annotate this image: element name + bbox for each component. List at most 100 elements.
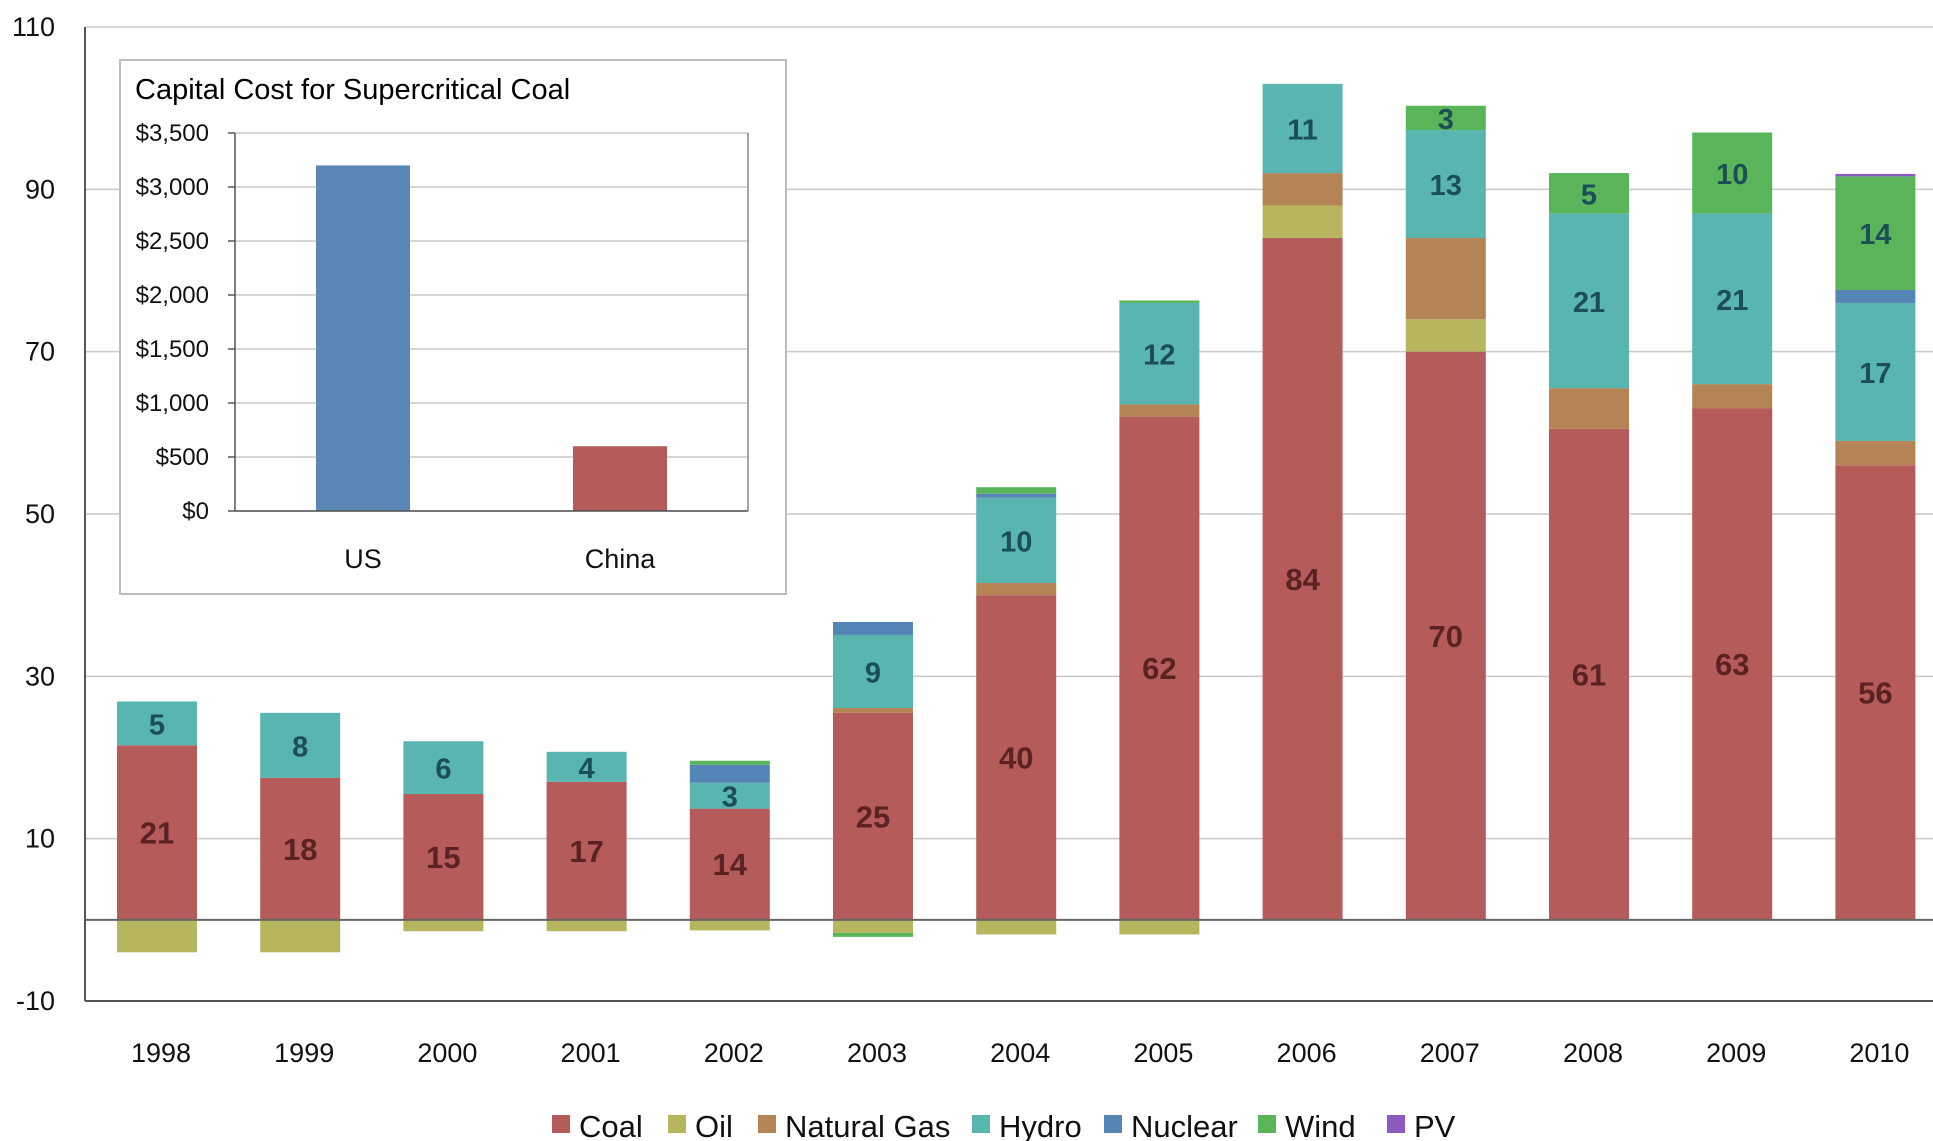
data-label: 3 (722, 782, 738, 814)
bar-oil-2001 (546, 919, 627, 932)
bar-wind-2005 (1119, 300, 1200, 303)
x-tick-label: 2000 (417, 1038, 477, 1068)
legend-swatch-wind (1258, 1115, 1276, 1133)
bar-coal-2009 (1692, 408, 1773, 920)
bar-coal-2008 (1549, 428, 1629, 920)
data-label: 5 (1581, 179, 1597, 211)
legend-swatch-hydro (972, 1115, 990, 1133)
x-tick-label: 2007 (1420, 1038, 1480, 1068)
legend-label-nuclear: Nuclear (1131, 1109, 1238, 1141)
main-data-labels: 21 5 18 8 15 6 17 4 14 3 25 9 40 10 62 12 84 11 70 13 3 61 21 5… (140, 104, 1893, 882)
y-tick-label: 110 (12, 12, 55, 42)
legend-label-wind: Wind (1285, 1109, 1356, 1141)
inset-title: Capital Cost for Supercritical Coal (135, 74, 570, 106)
bar-nuclear-2003 (833, 621, 913, 635)
bar-wind-2008 (1549, 173, 1629, 214)
bar-oil-1999 (260, 919, 341, 953)
y-tick-label: -10 (16, 986, 55, 1016)
bar-oil-1998 (117, 919, 197, 953)
bar-coal-1998 (117, 745, 197, 920)
legend-swatch-nuclear (1104, 1115, 1122, 1133)
legend-swatch-coal (552, 1115, 570, 1133)
bar-natural-gas-2009 (1692, 384, 1773, 409)
bar-pv-2010 (1835, 173, 1916, 177)
data-label: 18 (283, 832, 317, 867)
bar-natural-gas-2004 (976, 582, 1057, 596)
bar-nuclear-2002 (689, 764, 770, 783)
bar-natural-gas-2010 (1835, 440, 1916, 466)
y-tick-label: 50 (25, 499, 55, 529)
bar-hydro-1999 (260, 712, 341, 778)
bar-coal-2004 (976, 595, 1057, 920)
data-label: 21 (140, 816, 174, 851)
bar-hydro-2006 (1262, 83, 1343, 174)
main-axes: 110 90 70 50 30 10 -10 1998 1999 2000 2001 2002 2003… (12, 12, 1933, 1068)
data-label: 61 (1572, 657, 1606, 692)
bar-natural-gas-2006 (1262, 173, 1343, 206)
bar-nuclear-2004 (976, 493, 1057, 498)
bar-natural-gas-2007 (1405, 238, 1486, 320)
bar-hydro-2001 (546, 751, 627, 782)
inset-x-tick-label: China (585, 544, 657, 574)
bar-wind-2002 (689, 760, 770, 765)
data-label: 17 (1859, 358, 1891, 390)
data-label: 56 (1858, 676, 1892, 711)
data-label: 3 (1438, 104, 1454, 136)
inset-y-tick-label: $500 (156, 444, 209, 471)
data-label: 62 (1142, 651, 1176, 686)
bar-wind-2003 (833, 932, 913, 937)
data-label: 14 (1859, 219, 1891, 251)
bar-wind-2010 (1835, 176, 1916, 290)
bar-oil-2006 (1262, 205, 1343, 239)
inset-chart: Capital Cost for Supercritical Coal $3,50… (119, 59, 787, 595)
data-label: 70 (1429, 619, 1463, 654)
bar-oil-2004 (976, 919, 1057, 935)
legend-swatch-pv (1387, 1115, 1405, 1133)
data-label: 12 (1143, 340, 1175, 372)
y-tick-label: 70 (25, 337, 55, 367)
bar-wind-2009 (1692, 132, 1773, 214)
legend-label-coal: Coal (579, 1109, 643, 1141)
y-tick-label: 90 (25, 174, 55, 204)
bar-oil-2005 (1119, 919, 1200, 935)
data-label: 21 (1716, 285, 1748, 317)
data-label: 8 (292, 731, 308, 763)
bar-coal-2005 (1119, 416, 1200, 920)
bar-wind-2004 (976, 487, 1057, 494)
data-label: 13 (1430, 170, 1462, 202)
legend: Coal Oil Natural Gas Hydro Nuclear Wind PV (552, 1109, 1456, 1141)
x-tick-label: 2010 (1849, 1038, 1909, 1068)
bar-coal-2001 (546, 781, 627, 920)
bar-coal-2006 (1262, 238, 1343, 920)
data-label: 25 (856, 799, 890, 834)
legend-swatch-natural-gas (758, 1115, 776, 1133)
bar-hydro-2008 (1549, 213, 1629, 389)
legend-swatch-oil (668, 1115, 686, 1133)
bar-hydro-2003 (833, 634, 913, 708)
bar-oil-2002 (689, 919, 770, 931)
y-tick-label: 10 (25, 824, 55, 854)
data-label: 6 (435, 754, 451, 786)
bar-hydro-2009 (1692, 213, 1773, 385)
data-label: 5 (149, 709, 165, 741)
data-label: 11 (1287, 114, 1318, 146)
x-tick-label: 2001 (561, 1038, 621, 1068)
bar-wind-2007 (1405, 105, 1486, 131)
x-tick-label: 2009 (1706, 1038, 1766, 1068)
inset-y-tick-label: $1,500 (136, 336, 209, 363)
bar-natural-gas-2005 (1119, 404, 1200, 417)
x-tick-label: 2005 (1133, 1038, 1193, 1068)
data-label: 14 (713, 847, 748, 882)
x-tick-label: 2004 (990, 1038, 1050, 1068)
bar-hydro-2000 (403, 741, 484, 795)
bar-oil-2007 (1405, 319, 1486, 352)
bar-coal-2010 (1835, 465, 1916, 920)
bar-hydro-2007 (1405, 130, 1486, 239)
x-tick-label: 2006 (1277, 1038, 1337, 1068)
x-tick-label: 2008 (1563, 1038, 1623, 1068)
bar-natural-gas-2003 (833, 707, 913, 713)
data-label: 40 (999, 741, 1033, 776)
inset-y-tick-label: $2,000 (136, 282, 209, 309)
x-tick-label: 1999 (274, 1038, 334, 1068)
bar-hydro-2005 (1119, 302, 1200, 405)
